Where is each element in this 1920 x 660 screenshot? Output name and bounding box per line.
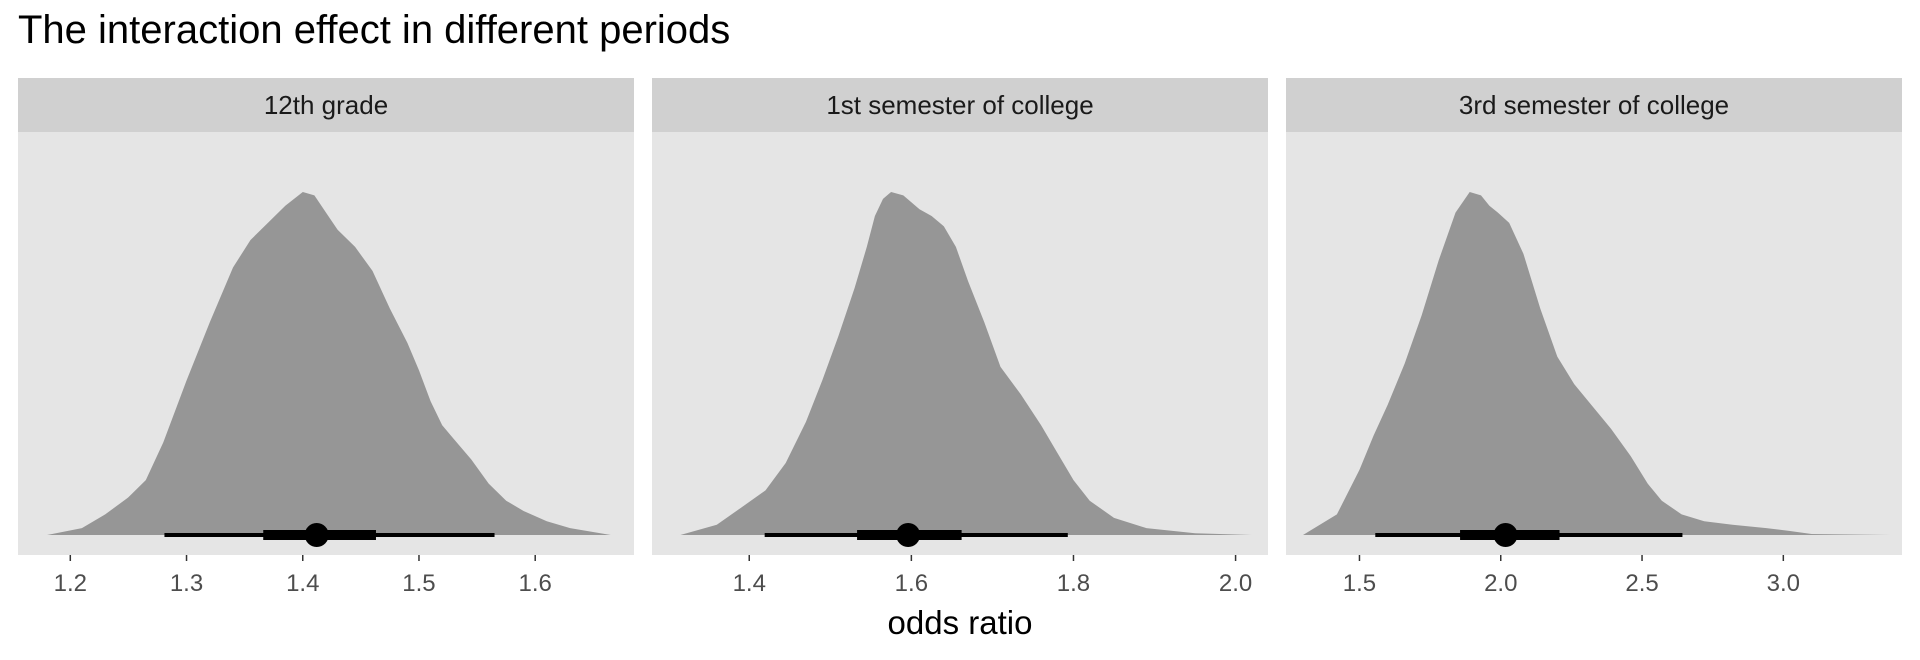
facet-panel: 1st semester of college 1.4 1.6 1.8 2.0	[652, 78, 1268, 597]
point-estimate	[1493, 523, 1518, 547]
density-area	[1303, 192, 1891, 535]
density-area	[47, 192, 611, 535]
point-estimate	[896, 523, 921, 547]
x-tick-label: 1.6	[519, 570, 552, 597]
facet-strip	[652, 78, 1268, 132]
x-tick-label: 3.0	[1767, 570, 1800, 597]
facet-strip-label: 1st semester of college	[826, 90, 1093, 120]
facet-strip-label: 12th grade	[264, 90, 388, 120]
density-area	[680, 192, 1252, 535]
point-estimate	[304, 523, 329, 547]
x-tick-label: 2.0	[1219, 570, 1252, 597]
facet-strip	[1286, 78, 1902, 132]
x-tick-label: 1.8	[1057, 570, 1090, 597]
x-tick-label: 1.4	[733, 570, 766, 597]
facet-strip-label: 3rd semester of college	[1459, 90, 1729, 120]
x-tick-label: 1.5	[1343, 570, 1376, 597]
x-tick-label: 1.6	[895, 570, 928, 597]
x-tick-label: 2.5	[1625, 570, 1658, 597]
facet-strip	[18, 78, 634, 132]
facet-panel: 3rd semester of college 1.5 2.0 2.5 3.0	[1286, 78, 1902, 597]
facet-panel: 12th grade 1.2 1.3 1.4 1.5 1.6	[18, 78, 634, 597]
x-tick-label: 2.0	[1484, 570, 1517, 597]
x-tick-label: 1.2	[54, 570, 87, 597]
x-tick-label: 1.3	[170, 570, 203, 597]
x-axis-title: odds ratio	[888, 604, 1033, 641]
x-tick-label: 1.5	[402, 570, 435, 597]
chart-title: The interaction effect in different peri…	[18, 8, 731, 52]
x-tick-label: 1.4	[286, 570, 319, 597]
